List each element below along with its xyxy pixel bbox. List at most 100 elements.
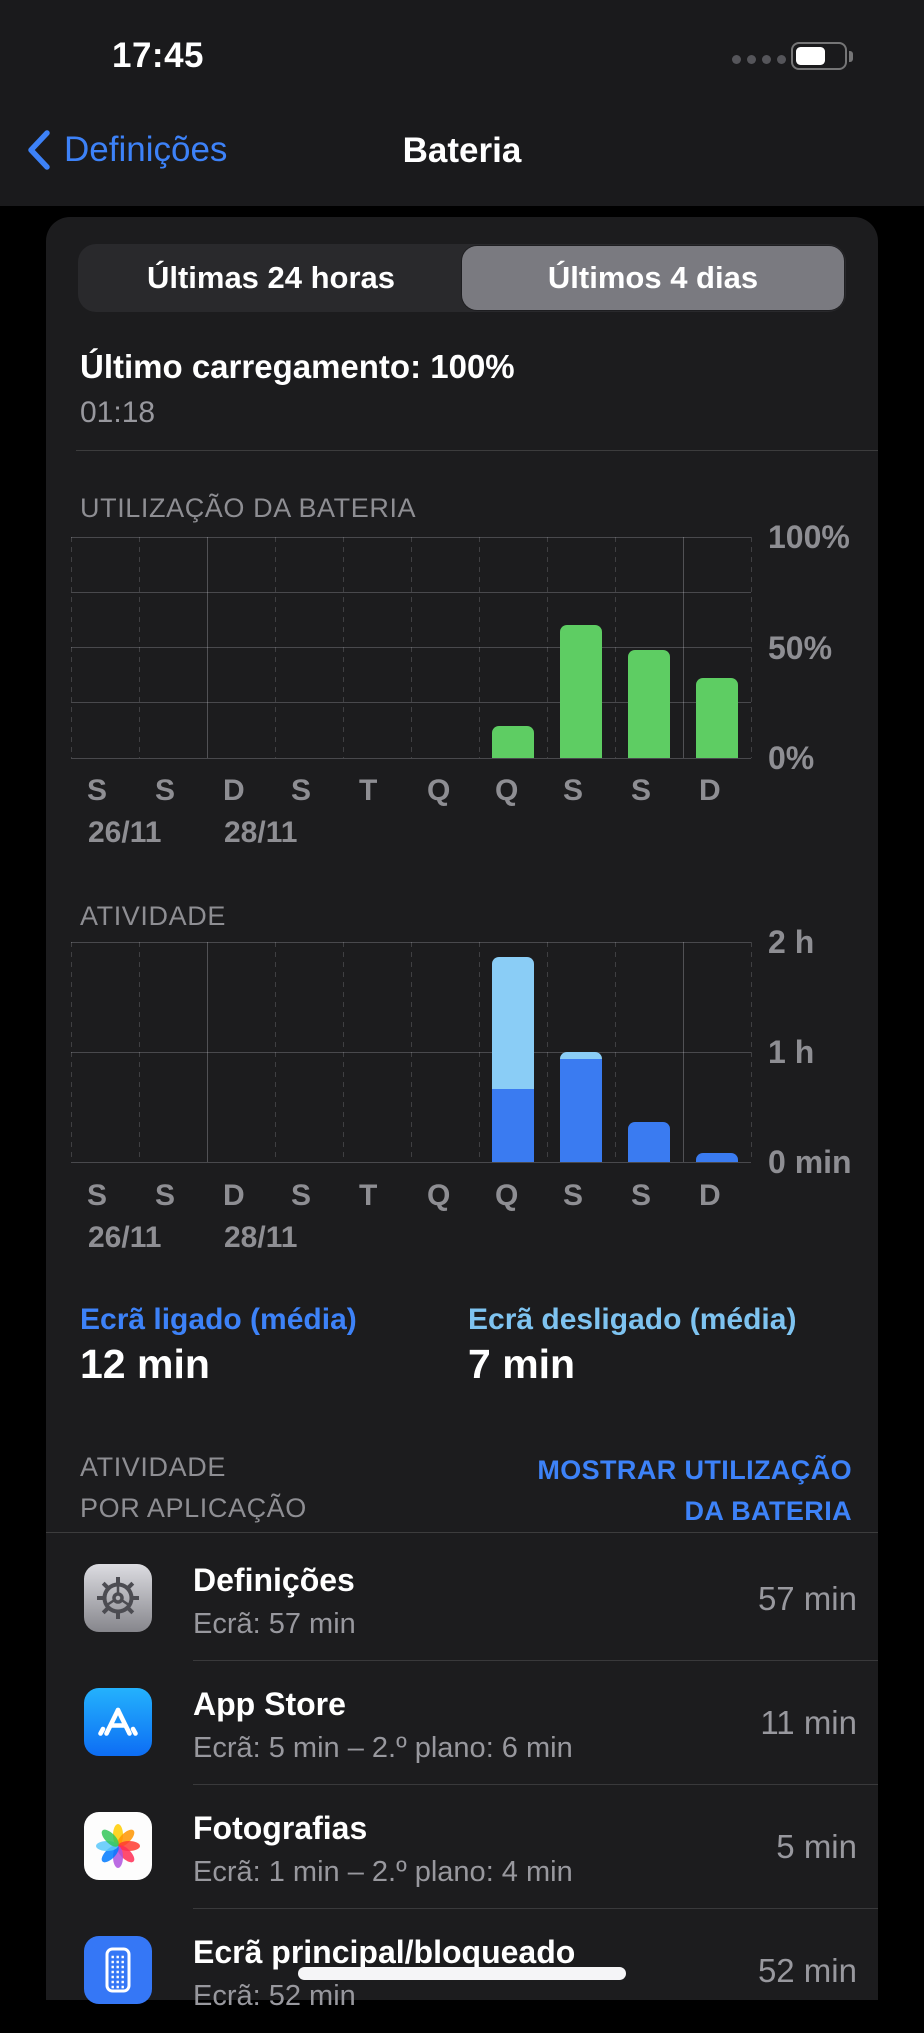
- status-and-nav-bar: 17:45 Definições Bateria: [0, 0, 924, 206]
- x-axis-day-label: S: [155, 1179, 176, 1212]
- v-gridline: [206, 537, 208, 758]
- v-gridline: [546, 537, 548, 758]
- battery-nub-icon: [849, 51, 853, 62]
- x-axis-day-label: D: [699, 1179, 721, 1212]
- x-axis-day-label: S: [87, 774, 108, 807]
- activity-by-app-header-line1: ATIVIDADE: [80, 1452, 226, 1482]
- y-axis-label: 1 h: [768, 1034, 815, 1070]
- x-axis-day-label: S: [631, 1179, 652, 1212]
- x-axis-day-label: Q: [495, 1179, 519, 1212]
- v-gridline: [614, 942, 616, 1162]
- v-gridline: [682, 942, 684, 1162]
- h-gridline: [71, 647, 751, 648]
- segment-last-4-days[interactable]: Últimos 4 dias: [462, 246, 844, 310]
- activity-chart-title: ATIVIDADE: [80, 901, 226, 931]
- last-charge-title: Último carregamento: 100%: [80, 348, 515, 385]
- x-axis-date-label: 26/11: [88, 816, 162, 849]
- last-charge-time: 01:18: [80, 396, 156, 429]
- h-gridline: [71, 1161, 751, 1163]
- screen-on-average-value: 12 min: [80, 1341, 210, 1387]
- y-axis-label: 2 h: [768, 924, 815, 960]
- h-gridline: [71, 1051, 751, 1053]
- battery-card: Últimas 24 horas Últimos 4 dias Último c…: [46, 217, 878, 2012]
- app-usage-detail: Ecrã: 57 min: [193, 1608, 356, 1640]
- battery-fill-level: [796, 47, 825, 65]
- app-row-photos[interactable]: Fotografias Ecrã: 1 min – 2.º plano: 4 m…: [46, 1785, 878, 1909]
- app-usage-detail: Ecrã: 5 min – 2.º plano: 6 min: [193, 1732, 573, 1764]
- h-gridline: [71, 941, 751, 943]
- segment-last-24-hours[interactable]: Últimas 24 horas: [146, 260, 396, 295]
- x-axis-date-label: 28/11: [224, 1221, 298, 1254]
- v-gridline: [750, 537, 752, 758]
- x-axis-day-label: D: [699, 774, 721, 807]
- divider: [76, 450, 878, 451]
- chart-bar-segment: [560, 1059, 602, 1162]
- x-axis-day-label: S: [87, 1179, 108, 1212]
- app-name: Ecrã principal/bloqueado: [193, 1934, 576, 1970]
- x-axis-day-label: S: [563, 1179, 584, 1212]
- v-gridline: [274, 942, 276, 1162]
- y-axis-label: 100%: [768, 519, 850, 555]
- chart-bar-segment: [696, 678, 738, 758]
- x-axis-day-label: Q: [427, 774, 451, 807]
- show-battery-usage-line1: MOSTRAR UTILIZAÇÃO: [537, 1455, 852, 1485]
- v-gridline: [274, 537, 276, 758]
- app-usage-detail: Ecrã: 1 min – 2.º plano: 4 min: [193, 1856, 573, 1888]
- v-gridline: [750, 942, 752, 1162]
- v-gridline: [682, 537, 684, 758]
- x-axis-day-label: T: [359, 1179, 378, 1212]
- show-battery-usage-link[interactable]: MOSTRAR UTILIZAÇÃO DA BATERIA: [537, 1450, 852, 1532]
- activity-by-app-header: ATIVIDADE POR APLICAÇÃO: [80, 1447, 307, 1529]
- chart-bar-segment: [560, 625, 602, 758]
- chart-bar-segment: [560, 1052, 602, 1060]
- x-axis-day-label: D: [223, 1179, 245, 1212]
- v-gridline: [138, 942, 140, 1162]
- chart-bar-segment: [696, 1152, 738, 1162]
- v-gridline: [70, 942, 72, 1162]
- x-axis-day-label: S: [563, 774, 584, 807]
- back-button-label: Definições: [64, 130, 228, 169]
- photos-flower-icon: [84, 1812, 152, 1880]
- x-axis-day-label: S: [155, 774, 176, 807]
- h-gridline: [71, 536, 751, 538]
- divider: [193, 1908, 878, 1909]
- divider: [46, 1532, 878, 1533]
- chart-bar-segment: [628, 1121, 670, 1162]
- home-lock-screen-icon: [84, 1936, 152, 2004]
- x-axis-day-label: S: [631, 774, 652, 807]
- h-gridline: [71, 591, 751, 593]
- app-store-icon: [84, 1688, 152, 1756]
- app-name: Definições: [193, 1562, 355, 1598]
- v-gridline: [478, 942, 480, 1162]
- home-indicator[interactable]: [298, 1967, 626, 1980]
- v-gridline: [70, 537, 72, 758]
- v-gridline: [410, 537, 412, 758]
- app-row-settings[interactable]: Definições Ecrã: 57 min 57 min: [46, 1537, 878, 1661]
- app-name: Fotografias: [193, 1810, 368, 1846]
- screen-off-average-value: 7 min: [468, 1341, 576, 1387]
- y-axis-label: 0 min: [768, 1144, 852, 1180]
- chart-bar-segment: [492, 1088, 534, 1162]
- activity-chart[interactable]: 2 h 1 h 0 min S S D S T Q Q S S D 26/11 28/11: [70, 924, 852, 1254]
- battery-usage-chart[interactable]: 100% 50% 0% S S D S T Q Q S S D 26/11 28/11: [70, 519, 850, 849]
- battery-usage-chart-title: UTILIZAÇÃO DA BATERIA: [80, 493, 417, 523]
- app-row-app-store[interactable]: App Store Ecrã: 5 min – 2.º plano: 6 min…: [46, 1661, 878, 1785]
- v-gridline: [206, 942, 208, 1162]
- h-gridline: [71, 702, 751, 704]
- v-gridline: [614, 537, 616, 758]
- x-axis-day-label: Q: [495, 774, 519, 807]
- chart-bar-segment: [492, 725, 534, 758]
- app-total-time: 11 min: [760, 1704, 857, 1741]
- back-button[interactable]: Definições: [24, 128, 227, 172]
- v-gridline: [342, 942, 344, 1162]
- v-gridline: [546, 942, 548, 1162]
- screen-on-average-label: Ecrã ligado (média): [80, 1303, 357, 1336]
- divider: [193, 1660, 878, 1661]
- x-axis-day-label: Q: [427, 1179, 451, 1212]
- app-total-time: 52 min: [757, 1952, 857, 1989]
- x-axis-date-label: 28/11: [224, 816, 298, 849]
- x-axis-day-label: S: [291, 774, 312, 807]
- battery-status-icon: [791, 42, 847, 70]
- y-axis-label: 0%: [768, 740, 815, 776]
- page-title: Bateria: [402, 131, 522, 170]
